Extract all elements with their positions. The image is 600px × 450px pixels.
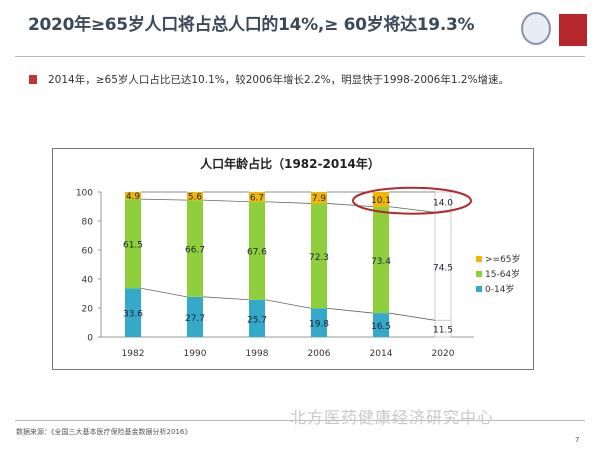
- series-connector-line: [388, 312, 436, 321]
- header-divider: [15, 56, 585, 57]
- series-connector-line: [388, 206, 436, 213]
- data-label: 67.6: [247, 248, 267, 258]
- chart-title: 人口年龄占比（1982-2014年）: [200, 156, 380, 171]
- bar-segment->=65岁: [187, 192, 203, 201]
- legend-label: >=65岁: [485, 253, 521, 265]
- x-tick-label: 1982: [122, 349, 145, 359]
- bullet-icon: [29, 75, 37, 84]
- data-label: 7.9: [312, 194, 327, 204]
- y-tick-label: 80: [82, 218, 94, 228]
- bullet-text: 2014年，≥65岁人口占比已达10.1%，较2006年增长2.2%，明显快于1…: [48, 74, 510, 86]
- series-connector-line: [140, 287, 188, 298]
- data-label: 66.7: [185, 245, 205, 255]
- data-label: 5.6: [188, 193, 203, 203]
- x-tick-label: 2020: [432, 349, 455, 359]
- bar-segment-15-64岁: [187, 200, 203, 297]
- y-tick-label: 0: [87, 334, 93, 344]
- legend-label: 15-64岁: [485, 268, 520, 280]
- data-label: 61.5: [123, 241, 143, 251]
- x-tick-label: 2014: [370, 349, 393, 359]
- data-label: 11.5: [433, 326, 453, 336]
- y-tick-label: 100: [76, 189, 93, 199]
- footer-divider: [15, 420, 585, 421]
- data-label: 6.7: [250, 193, 264, 203]
- x-tick-label: 2006: [308, 349, 331, 359]
- series-connector-line: [326, 203, 374, 208]
- y-tick-label: 20: [82, 305, 94, 315]
- center-logo-icon: [559, 14, 587, 46]
- series-connector-line: [264, 299, 312, 309]
- data-label: 19.8: [309, 320, 329, 330]
- y-tick-label: 60: [82, 247, 94, 257]
- legend-label: 0-14岁: [485, 283, 514, 295]
- legend-swatch: [476, 271, 482, 277]
- series-connector-line: [202, 199, 250, 203]
- bar-segment-15-64岁: [373, 206, 389, 314]
- series-connector-line: [326, 307, 374, 314]
- watermark: 北方医药健康经济研究中心: [290, 408, 495, 427]
- data-label: 4.9: [126, 192, 141, 202]
- x-tick-label: 1998: [246, 349, 269, 359]
- bar-segment-0-14岁: [187, 296, 203, 337]
- legend-swatch: [476, 256, 482, 262]
- x-tick-label: 1990: [184, 349, 207, 359]
- data-label: 14.0: [433, 199, 453, 209]
- data-label: 74.5: [433, 263, 453, 273]
- y-tick-label: 40: [82, 276, 94, 286]
- highlight-ellipse: [352, 186, 472, 215]
- chart-frame: [52, 148, 534, 370]
- bar-segment->=65岁: [125, 192, 141, 200]
- data-label: 72.3: [309, 253, 329, 263]
- bar-segment->=65岁: [311, 192, 327, 204]
- page-number: 7: [575, 436, 580, 444]
- data-label: 10.1: [371, 196, 391, 206]
- slide-title: 2020年≥65岁人口将占总人口的14%,≥ 60岁将达19.3%: [28, 15, 475, 35]
- data-source: 数据来源：《全国三大基本医疗保险基金数据分析2016》: [16, 428, 192, 436]
- bar-segment-15-64岁: [249, 201, 265, 300]
- bar-segment-0-14岁: [249, 299, 265, 337]
- data-label: 27.7: [185, 314, 205, 324]
- data-label: 73.4: [371, 257, 391, 267]
- bar-segment-15-64岁: [125, 199, 141, 289]
- data-label: 25.7: [247, 315, 267, 325]
- data-label: 33.6: [123, 310, 143, 320]
- legend-swatch: [476, 286, 482, 292]
- university-logo-icon: [521, 12, 551, 45]
- series-connector-line: [264, 201, 312, 204]
- bar-segment->=65岁: [373, 192, 389, 207]
- bar-segment-0-14岁: [125, 288, 141, 337]
- bar-segment->=65岁: [249, 192, 265, 202]
- data-label: 16.5: [371, 322, 391, 332]
- bar-segment-0-14岁: [311, 308, 327, 337]
- bar-segment-15-64岁: [311, 203, 327, 309]
- series-connector-line: [140, 198, 188, 201]
- series-connector-line: [202, 296, 250, 301]
- bar-segment-0-14岁: [373, 313, 389, 337]
